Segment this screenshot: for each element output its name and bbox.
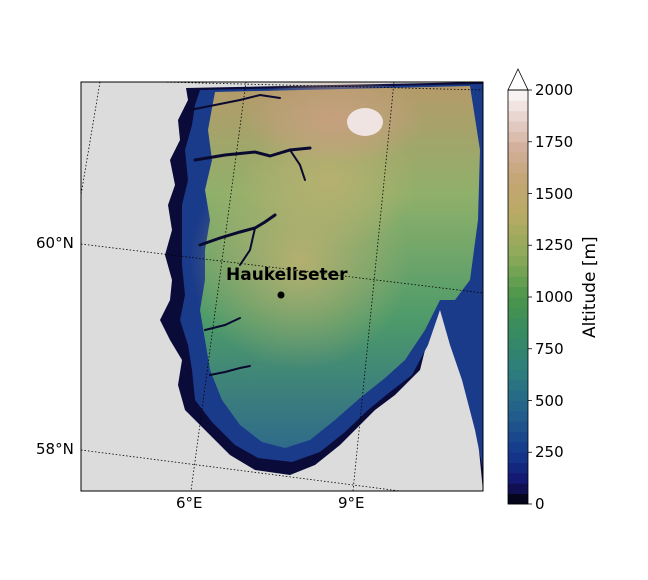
colorbar-band — [508, 90, 528, 101]
colorbar-band — [508, 348, 528, 360]
colorbar-band — [508, 390, 528, 401]
colorbar-band — [508, 359, 528, 370]
lat-label-58n: 58°N — [36, 440, 74, 458]
colorbar-band — [508, 224, 528, 236]
colorbar-band — [508, 255, 528, 267]
fjord-south-1 — [204, 317, 241, 331]
highland-area — [245, 82, 425, 165]
colorbar-band — [508, 421, 528, 432]
colorbar-band — [508, 214, 528, 225]
map-frame — [80, 81, 484, 492]
colorbar-band — [508, 265, 528, 277]
colorbar-band — [508, 462, 528, 474]
colorbar-extend-arrow — [507, 68, 529, 91]
colorbar-band — [508, 203, 528, 215]
terrain-layer — [160, 82, 483, 491]
colorbar-band — [508, 245, 528, 256]
fjord-sognefjord — [193, 146, 312, 162]
colorbar-tick-label: 1250 — [535, 236, 574, 255]
lon-label-6e: 6°E — [176, 494, 203, 512]
colorbar-band — [508, 286, 528, 298]
colorbar-band — [508, 193, 528, 205]
colorbar-band — [508, 110, 528, 122]
colorbar-tick-label: 750 — [535, 339, 564, 358]
colorbar-band — [508, 276, 528, 288]
colorbar — [508, 90, 528, 505]
colorbar-tick-label: 2000 — [535, 81, 574, 99]
colorbar-band — [508, 100, 528, 112]
colorbar-title: Altitude [m] — [580, 236, 600, 338]
fjords — [189, 93, 312, 376]
fjord-north-2 — [239, 93, 281, 101]
colorbar-band — [508, 379, 528, 391]
parallel-line — [81, 243, 483, 294]
colorbar-band — [508, 400, 528, 412]
colorbar-tick-label: 500 — [535, 391, 564, 410]
colorbar-tick-label: 1500 — [535, 184, 574, 203]
meridian-line — [81, 82, 101, 196]
parallel-line — [159, 82, 483, 91]
colorbar-band — [508, 162, 528, 174]
fjord-sognefjord-branch — [289, 149, 306, 181]
colorbar-band — [508, 183, 528, 194]
colorbar-band — [508, 307, 528, 319]
colorbar-band — [508, 317, 528, 329]
station-marker — [277, 291, 285, 299]
colorbar-tick-label: 1000 — [535, 288, 574, 306]
colorbar-tick-label: 1750 — [535, 132, 574, 151]
colorbar-band — [508, 234, 528, 246]
fjord-north-1 — [189, 99, 241, 111]
colorbar-band — [508, 452, 528, 463]
colorbar-band — [508, 338, 528, 350]
meridian-line — [190, 82, 247, 491]
graticule — [81, 82, 483, 491]
fjord-hardanger-branch — [239, 227, 256, 266]
colorbar-ticks — [528, 89, 532, 505]
colorbar-band — [508, 131, 528, 143]
peak-area — [347, 108, 383, 136]
colorbar-band — [508, 369, 528, 381]
colorbar-tick-label: 0 — [535, 495, 545, 513]
station-label: Haukeliseter — [226, 265, 348, 285]
colorbar-tick-label: 250 — [535, 443, 564, 462]
colorbar-band — [508, 431, 528, 443]
parallel-line — [81, 449, 401, 491]
lat-label-60n: 60°N — [36, 234, 74, 252]
colorbar-band — [508, 472, 528, 484]
lon-label-9e: 9°E — [338, 494, 365, 512]
colorbar-band — [508, 172, 528, 184]
colorbar-band — [508, 441, 528, 453]
colorbar-band — [508, 152, 528, 163]
colorbar-band — [508, 483, 528, 495]
fjord-hardanger — [198, 213, 277, 247]
colorbar-band — [508, 121, 528, 132]
colorbar-band — [508, 410, 528, 422]
colorbar-band — [508, 297, 528, 308]
fjord-south-2 — [209, 365, 251, 376]
colorbar-band — [508, 141, 528, 153]
colorbar-band — [508, 328, 528, 339]
colorbar-band — [508, 493, 528, 505]
